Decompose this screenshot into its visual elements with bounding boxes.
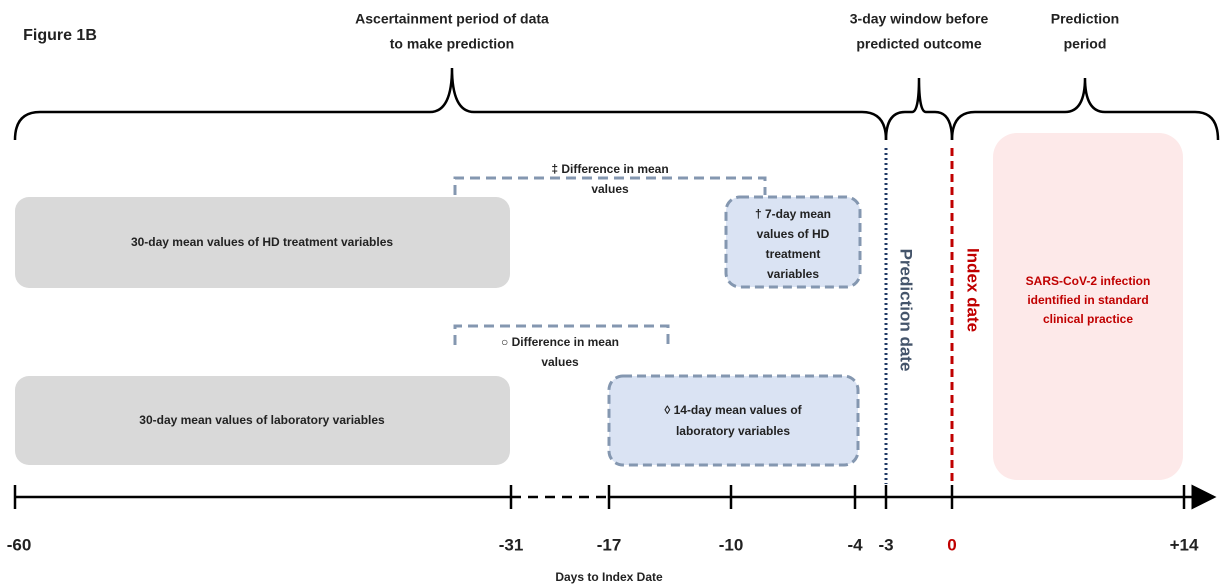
period-label: Prediction	[1051, 11, 1119, 27]
bracket-lab	[453, 324, 670, 345]
axis-title: Days to Index Date	[555, 570, 663, 584]
period-label: 3-day window before	[850, 11, 989, 27]
axis-tick-label: -10	[719, 535, 744, 554]
box-lab-30	[15, 376, 510, 465]
box-hd-7-label: variables	[767, 267, 819, 281]
infection-label: SARS-CoV-2 infection	[1026, 274, 1151, 288]
period-label: to make prediction	[390, 36, 514, 52]
box-hd-7	[724, 195, 862, 289]
box-hd-7-label: values of HD	[757, 227, 830, 241]
period-label: Ascertainment period of data	[355, 11, 549, 27]
figure-label: Figure 1B	[23, 27, 97, 44]
index-date-label: Index date	[964, 248, 983, 332]
box-lab-30-label: 30-day mean values of laboratory variabl…	[139, 413, 385, 427]
axis-tick-label: -17	[597, 535, 622, 554]
infection-label: identified in standard	[1027, 293, 1148, 307]
box-lab-14	[607, 374, 860, 467]
box-hd-7-label: † 7-day mean	[755, 207, 831, 221]
axis-tick-label: 0	[947, 535, 956, 554]
axis-tick-label: +14	[1170, 535, 1199, 554]
axis-tick-label: -60	[7, 535, 32, 554]
period-label: predicted outcome	[856, 36, 981, 52]
diff-hd-label: ‡ Difference in mean	[551, 162, 668, 176]
diff-lab-label: ○ Difference in mean	[501, 335, 619, 349]
box-lab-14-label: laboratory variables	[676, 424, 790, 438]
axis-tick-label: -31	[499, 535, 524, 554]
box-hd-7-label: treatment	[766, 247, 821, 261]
box-hd-30	[15, 197, 510, 288]
infection-box	[993, 133, 1183, 480]
braces	[13, 67, 1220, 141]
diff-lab-label: values	[541, 355, 579, 369]
prediction-date-label: Prediction date	[897, 249, 916, 372]
period-label: period	[1064, 36, 1107, 52]
diff-hd-label: values	[591, 182, 629, 196]
axis-tick-label: -4	[847, 535, 863, 554]
box-lab-14-label: ◊ 14-day mean values of	[664, 403, 802, 417]
infection-label: clinical practice	[1043, 312, 1133, 326]
box-hd-30-label: 30-day mean values of HD treatment varia…	[131, 235, 393, 249]
axis-tick-label: -3	[878, 535, 893, 554]
bracket-hd	[453, 176, 767, 195]
